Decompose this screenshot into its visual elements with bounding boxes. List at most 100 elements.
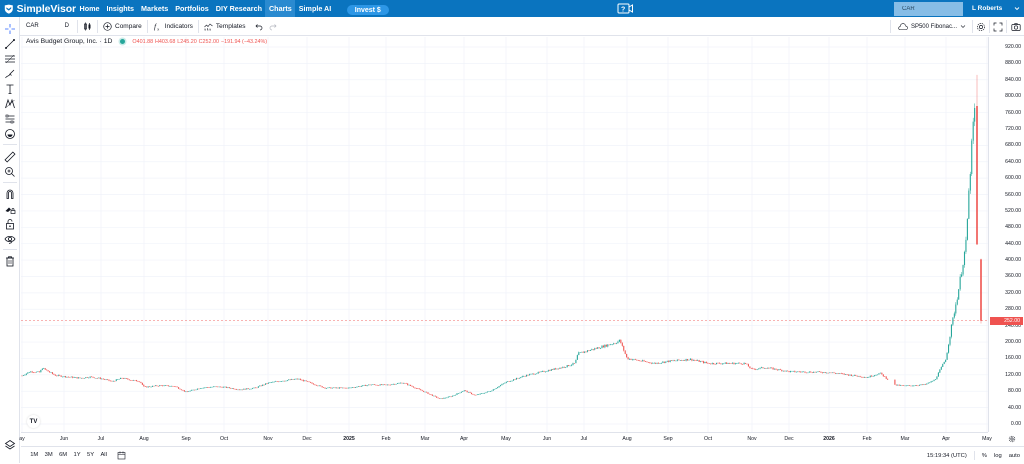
range-5y[interactable]: 5Y (86, 452, 95, 458)
indicators-label: Indicators (164, 22, 193, 30)
time-tick-label: Mar (420, 436, 430, 442)
time-tick-label: Apr (941, 436, 951, 442)
time-tick-label: May (501, 436, 511, 442)
main-nav: Home Insights Markets Portfolios DIY Res… (76, 0, 335, 17)
redo-button[interactable] (266, 20, 281, 33)
price-tick-label: 680.00 (1005, 142, 1021, 149)
invest-button[interactable]: Invest $ (346, 5, 389, 16)
redo-icon (269, 23, 277, 30)
price-tick-label: 120.00 (1005, 371, 1021, 378)
time-axis[interactable]: ay Jun Jul Aug Sep Oct Nov Dec 2025 Feb Mar Apr May J… (19, 432, 992, 445)
gear-icon (977, 22, 985, 31)
nav-charts[interactable]: Charts (265, 0, 296, 17)
time-tick-label: Jun (542, 436, 552, 442)
price-tick-label: 840.00 (1005, 76, 1021, 83)
nav-portfolios[interactable]: Portfolios (175, 4, 209, 13)
price-chart[interactable] (21, 37, 988, 432)
text-icon[interactable] (4, 83, 16, 95)
trendline-icon[interactable] (4, 38, 16, 50)
divider (973, 451, 975, 460)
toolbar-divider (3, 144, 17, 145)
time-tick-label: ay (19, 436, 25, 442)
chart-type-button[interactable] (78, 19, 98, 33)
help-video-icon[interactable]: ? (617, 3, 634, 14)
goto-date-icon[interactable] (117, 451, 126, 460)
price-tick-label: 400.00 (1005, 257, 1021, 264)
pattern-icon[interactable] (4, 98, 16, 110)
toolbar-divider (3, 182, 17, 183)
ruler-icon[interactable] (4, 151, 16, 163)
range-1y[interactable]: 1Y (73, 452, 81, 458)
range-all[interactable]: All (100, 452, 107, 458)
price-tick-label: 320.00 (1005, 289, 1021, 296)
price-tick-label: 800.00 (1005, 93, 1021, 100)
symbol-search-input[interactable] (894, 2, 963, 16)
zoom-in-icon[interactable] (4, 166, 16, 178)
shield-logo-icon (4, 4, 13, 14)
time-tick-label: Oct (219, 436, 229, 442)
brush-icon[interactable] (4, 68, 16, 80)
unlock-icon[interactable] (4, 218, 16, 230)
layers-icon[interactable] (4, 439, 16, 451)
range-6m[interactable]: 6M (59, 452, 68, 458)
templates-button[interactable]: Templates (199, 20, 251, 33)
range-1m[interactable]: 1M (30, 452, 39, 458)
time-tick-label: Nov (747, 436, 757, 442)
chevron-down-icon (960, 25, 966, 28)
symbol-title: Avis Budget Group, Inc. · 1D (26, 38, 113, 45)
brand-name: SimpleVisor (16, 2, 77, 15)
lock-drawing-icon[interactable] (4, 203, 16, 215)
user-menu[interactable]: L Roberts (972, 5, 1003, 12)
time-tick-label: Mar (900, 436, 910, 442)
nav-home[interactable]: Home (79, 4, 100, 13)
eye-icon[interactable] (4, 233, 16, 245)
toolbar-right: SP500 Fibonac... (889, 17, 1024, 36)
nav-diy-research[interactable]: DIY Research (215, 4, 262, 13)
fib-retracement-icon[interactable] (4, 53, 16, 65)
toolbar-symbol[interactable]: CAR (26, 23, 39, 29)
trash-icon[interactable] (4, 255, 16, 267)
brand-logo[interactable]: SimpleVisor (0, 0, 76, 17)
symbol-selector[interactable]: CAR D (20, 19, 78, 33)
magnet-icon[interactable] (4, 188, 16, 200)
nav-insights[interactable]: Insights (106, 4, 135, 13)
templates-icon (204, 23, 213, 30)
settings-button[interactable] (973, 20, 990, 33)
chevron-down-icon[interactable] (1014, 6, 1020, 11)
crosshair-icon[interactable] (4, 23, 16, 35)
last-price-label: 252.00 (990, 316, 1023, 325)
fullscreen-button[interactable] (990, 20, 1007, 33)
price-tick-label: 360.00 (1005, 273, 1021, 280)
nav-markets[interactable]: Markets (141, 4, 169, 13)
layout-selector[interactable]: SP500 Fibonac... (889, 20, 973, 33)
price-tick-label: 920.00 (1005, 44, 1021, 50)
range-3m[interactable]: 3M (44, 452, 53, 458)
emoji-icon[interactable] (4, 128, 16, 140)
utc-clock[interactable]: 15:19:34 (UTC) (926, 452, 967, 459)
interval-selector[interactable]: D (64, 23, 69, 29)
chart-legend: Avis Budget Group, Inc. · 1D O401.88 H40… (26, 38, 267, 45)
screenshot-button[interactable] (1007, 20, 1024, 33)
percent-scale-toggle[interactable]: % (981, 452, 987, 459)
time-tick-label: May (982, 436, 992, 442)
auto-scale-toggle[interactable]: auto (1008, 452, 1020, 459)
price-tick-label: 80.00 (1008, 388, 1021, 395)
ohlc-change: −191.94 (−43.24%) (220, 38, 268, 45)
compare-label: Compare (115, 22, 142, 30)
time-tick-label: Oct (703, 436, 713, 442)
compare-button[interactable]: Compare (98, 19, 148, 33)
axis-settings-icon[interactable] (1008, 435, 1016, 443)
time-tick-label: Nov (263, 436, 273, 442)
templates-label: Templates (215, 22, 246, 30)
time-tick-label: Aug (139, 436, 149, 442)
tradingview-logo[interactable]: TV (27, 415, 40, 428)
nav-simple-ai[interactable]: Simple AI (298, 4, 332, 13)
log-scale-toggle[interactable]: log (993, 452, 1002, 459)
layout-name: SP500 Fibonac... (910, 23, 957, 30)
price-tick-label: 520.00 (1005, 207, 1021, 214)
forecast-icon[interactable] (4, 113, 16, 125)
price-axis[interactable]: 0.00 40.00 80.00 120.00 160.00 200.00 240.00 28… (988, 37, 1024, 432)
undo-button[interactable] (251, 20, 266, 33)
